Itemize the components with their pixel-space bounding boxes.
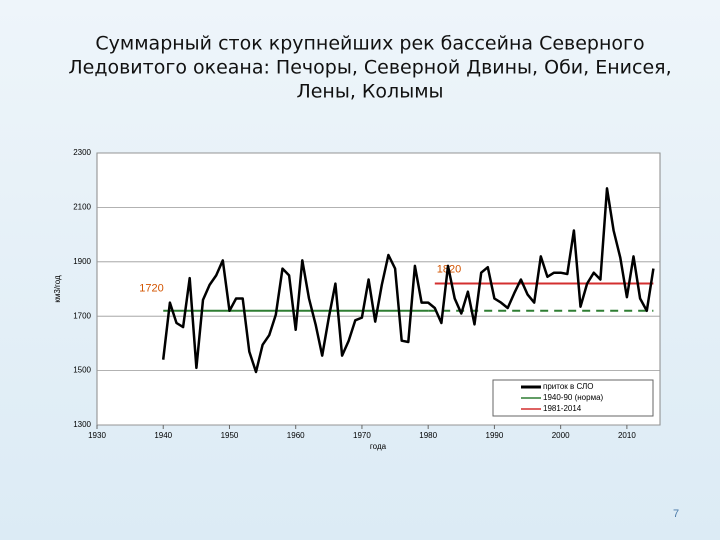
y-tick-label: 1500 (73, 366, 91, 375)
x-tick-label: 1970 (353, 431, 371, 440)
x-tick-label: 1940 (154, 431, 172, 440)
data-line (161, 187, 655, 374)
x-axis-label: года (370, 442, 387, 451)
reference-label: 1720 (139, 283, 163, 295)
y-tick-label: 1900 (73, 257, 91, 266)
page-number: 7 (673, 508, 679, 520)
title-line: Суммарный сток крупнейших рек бассейна С… (95, 33, 644, 55)
y-axis-label: км3/год (53, 275, 62, 303)
x-tick-label: 1950 (221, 431, 239, 440)
x-tick-label: 2000 (552, 431, 570, 440)
legend-label: приток в СЛО (543, 382, 593, 391)
legend-label: 1940-90 (норма) (543, 393, 604, 402)
x-tick-label: 1990 (486, 431, 504, 440)
y-tick-label: 2300 (73, 148, 91, 157)
y-tick-label: 1700 (73, 311, 91, 320)
x-tick-label: 2010 (618, 431, 636, 440)
x-tick-label: 1930 (88, 431, 106, 440)
x-tick-label: 1980 (419, 431, 437, 440)
x-tick-label: 1960 (287, 431, 305, 440)
y-tick-label: 2100 (73, 203, 91, 212)
legend-label: 1981-2014 (543, 404, 582, 413)
legend-box (492, 379, 654, 417)
title-line: Лены, Колымы (296, 81, 443, 103)
title-line: Ледовитого океана: Печоры, Северной Двин… (68, 57, 671, 79)
y-tick-label: 1300 (73, 420, 91, 429)
